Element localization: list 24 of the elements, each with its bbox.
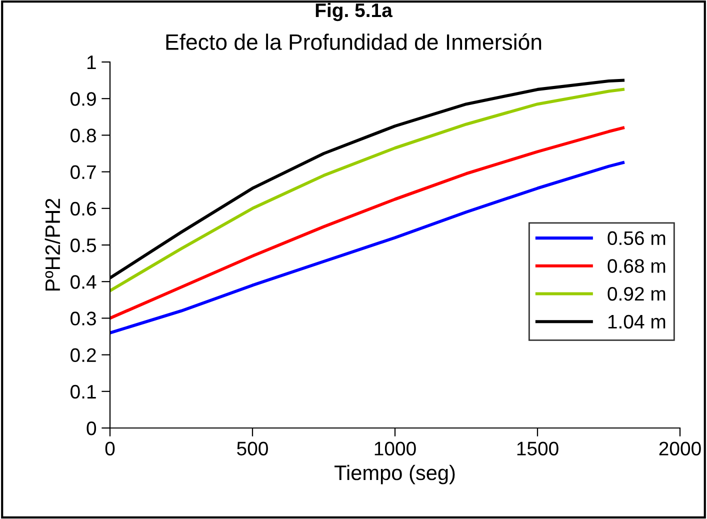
y-tick-label: 1 [87,56,96,70]
x-tick-label: 1500 [517,442,558,456]
legend-label: 0.56 m [608,231,666,246]
legend-label: 0.92 m [608,286,666,301]
y-tick-label: 0.4 [70,275,96,289]
legend-label: 1.04 m [608,314,666,329]
y-tick-label: 0.2 [70,348,96,362]
y-tick-label: 0 [86,421,96,436]
caption: Fig. 5.1a [316,2,393,22]
x-tick-label: 1000 [374,442,416,456]
x-tick-label: 2000 [659,442,701,456]
x-tick-label: 500 [237,442,268,456]
y-tick-label: 0.3 [70,312,96,326]
chart-title: Efecto de la Profundidad de Inmersión [166,33,542,50]
legend-label: 0.68 m [608,259,666,273]
y-tick-label: 0.5 [70,238,96,252]
y-tick-label: 0.9 [70,92,96,106]
y-axis-title: PºH2/PH2 [44,198,60,291]
y-tick-label: 0.8 [70,128,96,142]
x-tick-label: 0 [105,442,115,456]
y-tick-label: 0.1 [70,384,96,399]
x-axis-title: Tiempo (seg) [334,464,455,484]
y-tick-label: 0.6 [70,202,96,216]
y-tick-label: 0.7 [70,165,96,180]
